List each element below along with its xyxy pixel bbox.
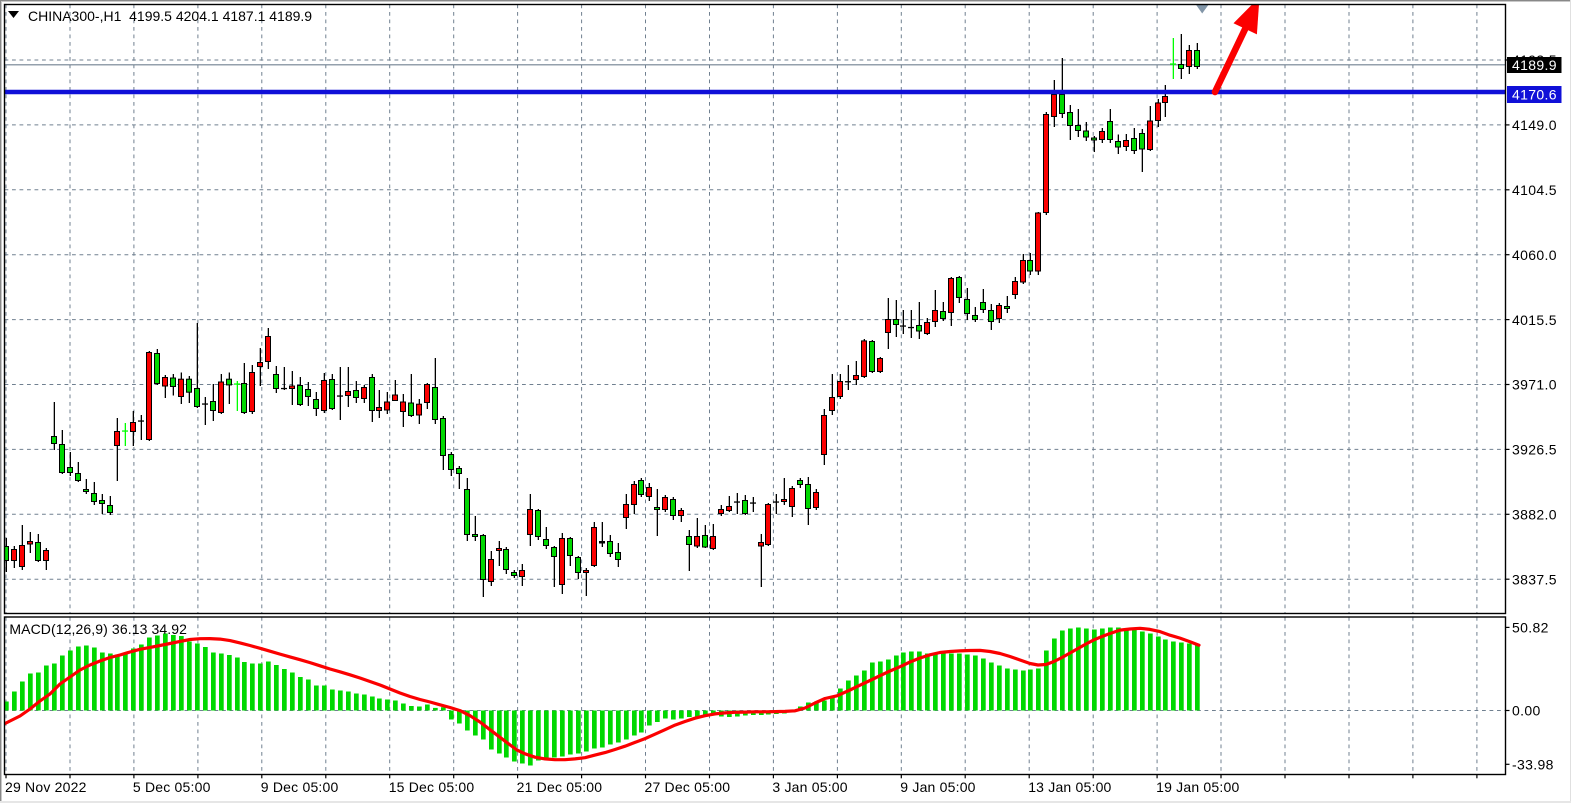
svg-text:21 Dec 05:00: 21 Dec 05:00 [517,779,603,795]
svg-text:3926.5: 3926.5 [1512,442,1557,458]
svg-text:50.82: 50.82 [1512,619,1549,635]
svg-text:0.00: 0.00 [1512,703,1541,719]
svg-text:9 Dec 05:00: 9 Dec 05:00 [261,779,339,795]
svg-text:13 Jan 05:00: 13 Jan 05:00 [1028,779,1111,795]
svg-text:3971.0: 3971.0 [1512,377,1557,393]
svg-text:3 Jan 05:00: 3 Jan 05:00 [772,779,847,795]
svg-text:4170.6: 4170.6 [1512,86,1557,102]
svg-text:4015.5: 4015.5 [1512,312,1557,328]
svg-text:4060.0: 4060.0 [1512,247,1557,263]
svg-text:3882.0: 3882.0 [1512,507,1557,523]
svg-text:4104.5: 4104.5 [1512,182,1557,198]
svg-text:MACD(12,26,9) 36.13 34.92: MACD(12,26,9) 36.13 34.92 [9,621,187,637]
svg-text:27 Dec 05:00: 27 Dec 05:00 [645,779,731,795]
svg-text:-33.98: -33.98 [1512,757,1554,773]
svg-text:5 Dec 05:00: 5 Dec 05:00 [133,779,211,795]
svg-text:29 Nov 2022: 29 Nov 2022 [5,779,87,795]
svg-text:15 Dec 05:00: 15 Dec 05:00 [389,779,475,795]
svg-text:4189.9: 4189.9 [1512,57,1557,73]
svg-text:19 Jan 05:00: 19 Jan 05:00 [1156,779,1239,795]
svg-text:3837.5: 3837.5 [1512,571,1557,587]
svg-text:CHINA300-,H1 4199.5 4204.1 41: CHINA300-,H1 4199.5 4204.1 4187.1 4189.9 [28,8,312,24]
svg-text:4149.0: 4149.0 [1512,117,1557,133]
svg-text:9 Jan 05:00: 9 Jan 05:00 [900,779,975,795]
